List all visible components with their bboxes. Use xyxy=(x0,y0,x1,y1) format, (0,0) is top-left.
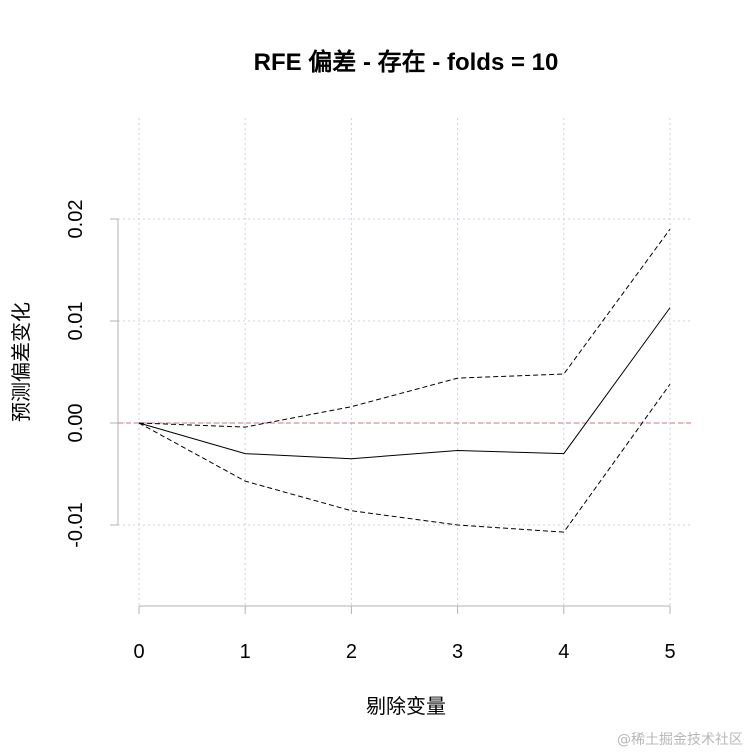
y-tick-label: 0.00 xyxy=(65,404,87,443)
x-tick-label: 0 xyxy=(133,641,144,663)
y-tick-label: -0.01 xyxy=(65,502,87,548)
x-tick-label: 5 xyxy=(664,641,675,663)
series-line-mean xyxy=(138,307,671,460)
series-line-upper xyxy=(138,228,671,428)
y-tick-labels: -0.01 0.00 0.01 0.02 xyxy=(65,200,87,548)
axes xyxy=(110,218,671,614)
x-tick-label: 3 xyxy=(452,641,463,663)
grid-lines xyxy=(118,118,692,606)
y-tick-label: 0.01 xyxy=(65,302,87,341)
x-tick-label: 2 xyxy=(346,641,357,663)
y-tick-label: 0.02 xyxy=(65,200,87,239)
watermark-text: @稀土掘金技术社区 xyxy=(617,732,743,748)
x-tick-label: 1 xyxy=(240,641,251,663)
x-tick-labels: 0 1 2 3 4 5 xyxy=(133,641,675,663)
y-axis-label: 预测偏差变化 xyxy=(9,302,33,422)
x-axis-label: 剔除变量 xyxy=(366,694,446,718)
x-tick-label: 4 xyxy=(558,641,569,663)
series-line-lower xyxy=(138,383,671,533)
series-lines xyxy=(138,228,671,533)
chart-title: RFE 偏差 - 存在 - folds = 10 xyxy=(254,48,559,76)
